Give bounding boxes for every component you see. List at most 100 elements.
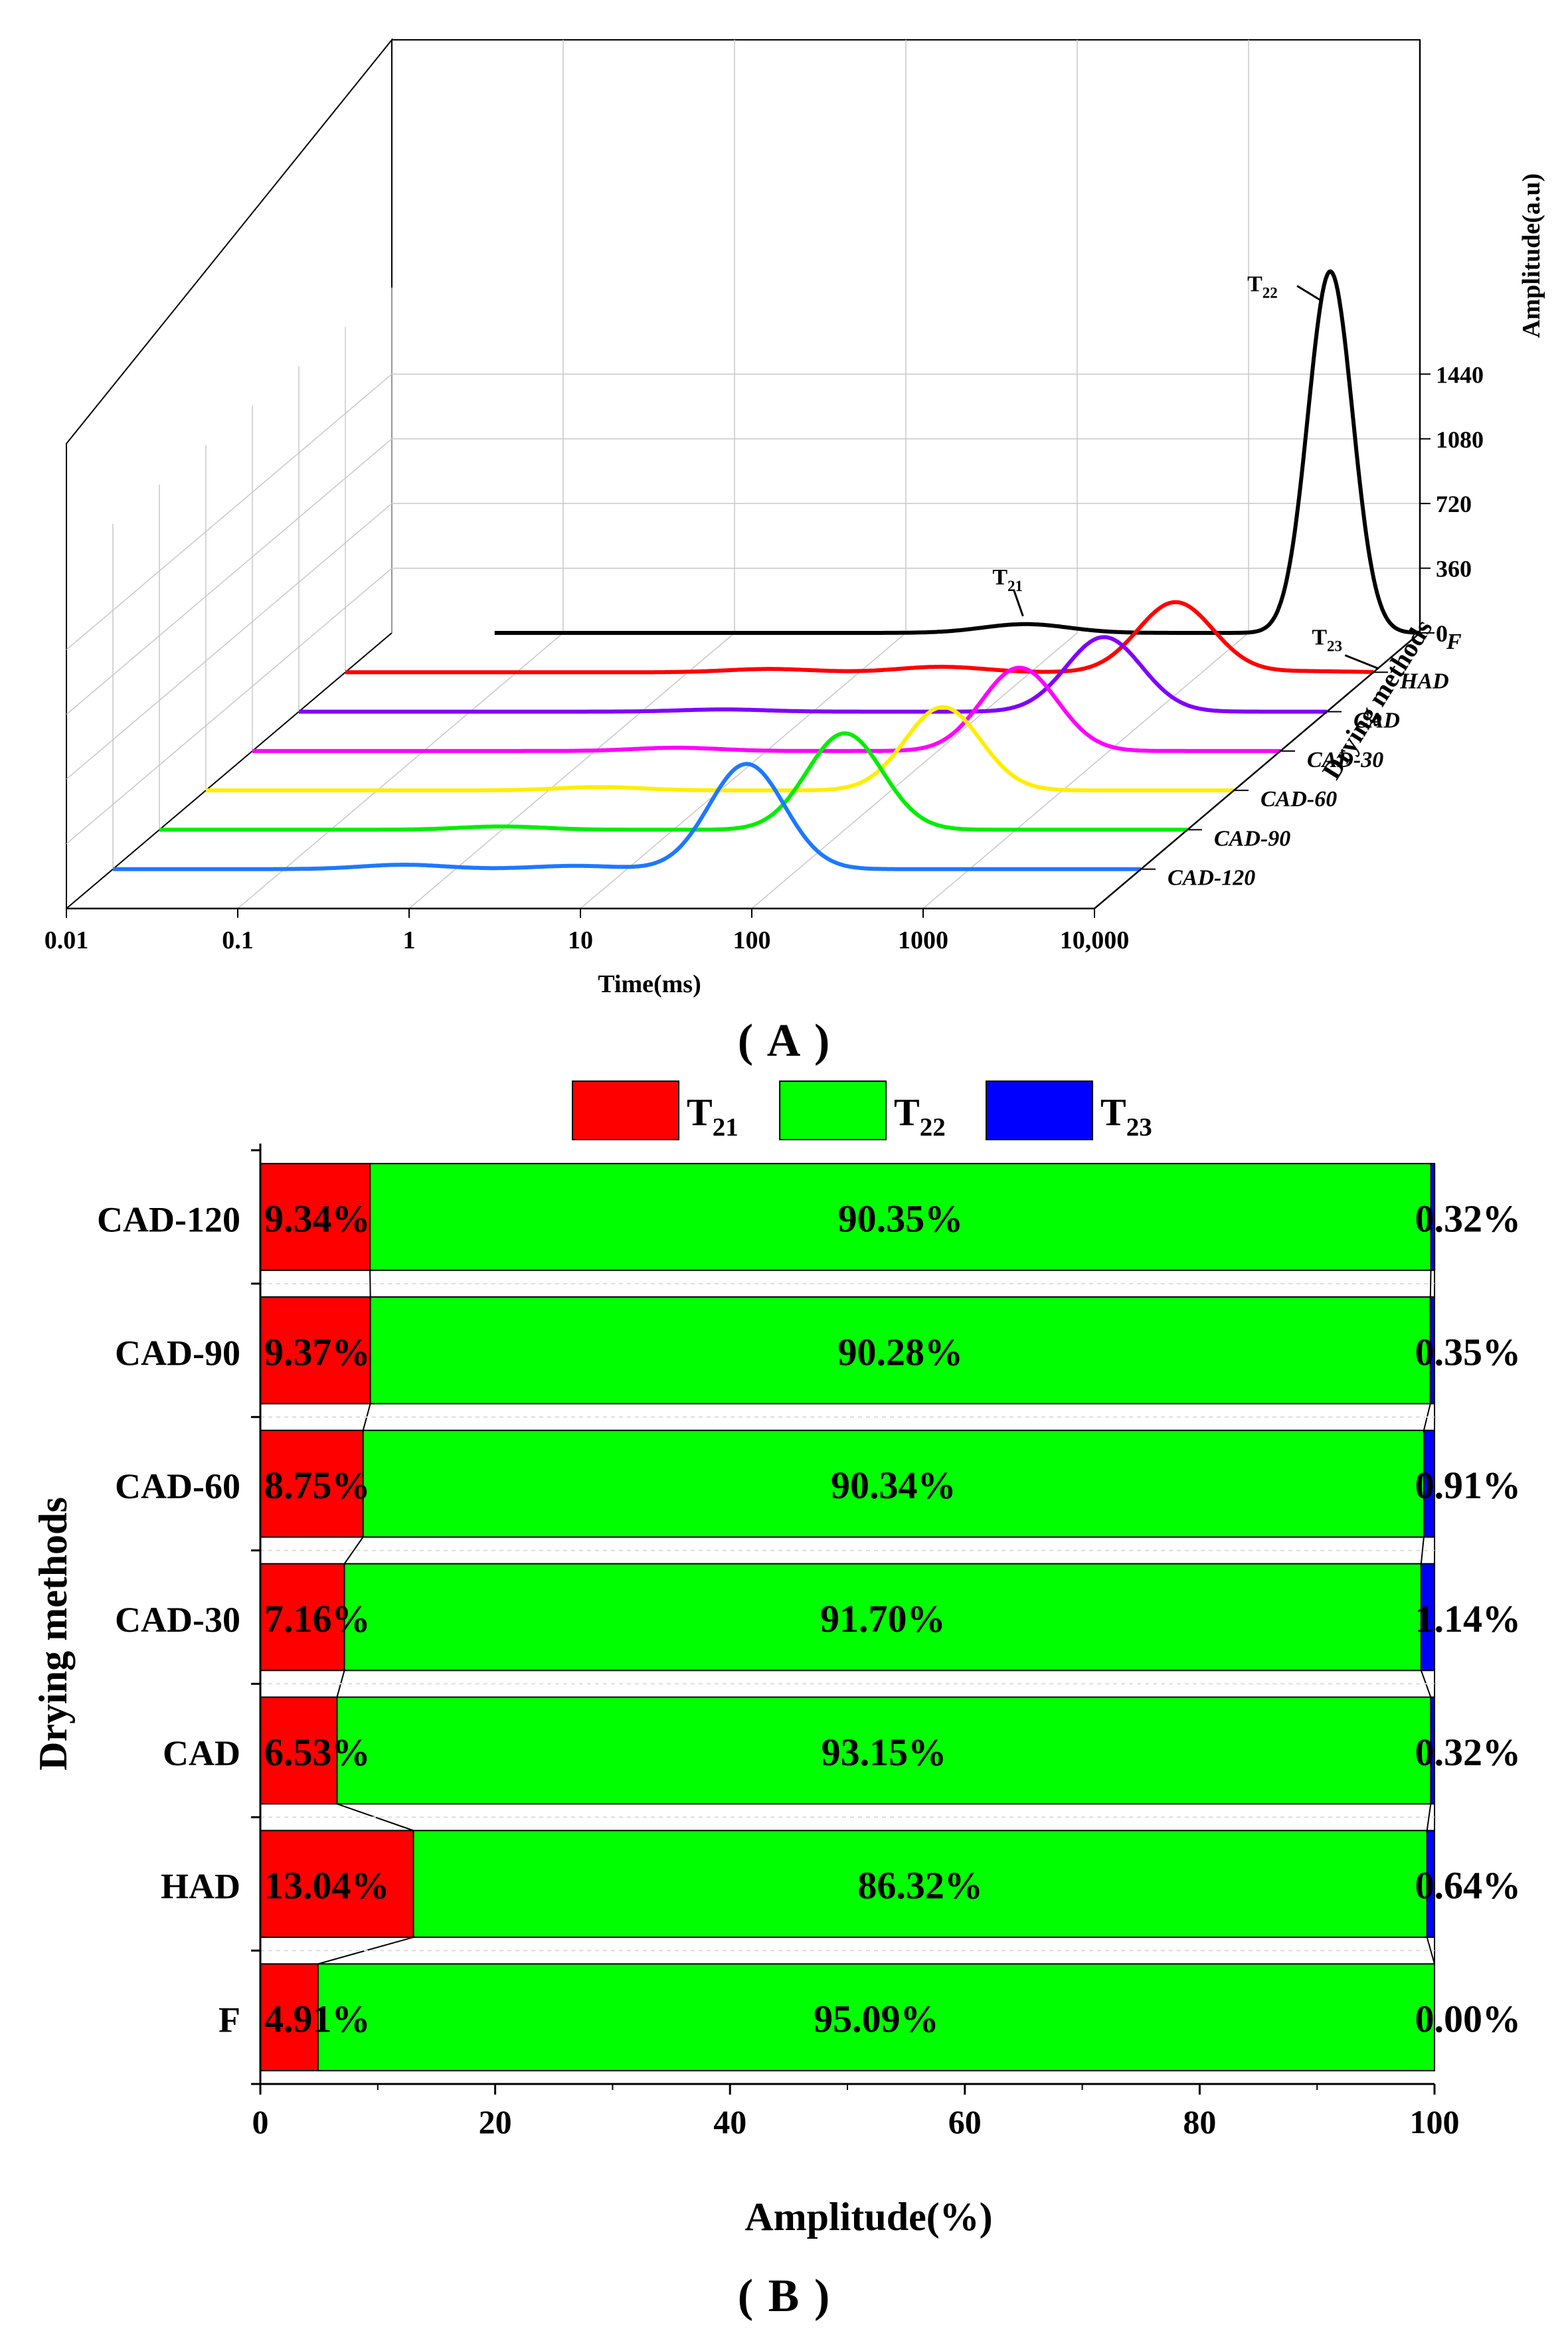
legend-swatch-t22 — [779, 1081, 887, 1140]
bar-connector — [1426, 1937, 1435, 1964]
data-label-t21: 9.37% — [264, 1330, 371, 1373]
bar-t22-had — [412, 1830, 1428, 1939]
x-tick-label: 0.1 — [222, 926, 254, 954]
floor-left-edge — [66, 632, 392, 909]
annotation-t23-arrow — [1344, 654, 1379, 670]
bar-t21-cad-60 — [260, 1429, 364, 1538]
legend-label-t23-base: T — [1100, 1090, 1126, 1134]
row-label-cad-120: CAD-120 — [1168, 866, 1255, 891]
bar-t22-cad — [336, 1696, 1432, 1805]
data-label-t22: 90.34% — [831, 1464, 956, 1507]
legend-label-t22: T22 — [894, 1090, 946, 1142]
panel-a-x-axis-label: Time(ms) — [598, 970, 701, 998]
data-label-t22: 90.28% — [837, 1330, 963, 1373]
annotation-t22-arrow — [1296, 285, 1322, 302]
annotation-t21-base: T — [992, 565, 1007, 590]
data-label-t23: 0.00% — [1415, 1998, 1522, 2041]
annotation-t23: T23 — [1312, 626, 1342, 655]
y-category-label: CAD-120 — [97, 1199, 240, 1239]
z-tick-label: 1440 — [1436, 361, 1484, 388]
series-line-cad-90 — [159, 731, 1188, 832]
data-label-t21: 7.16% — [264, 1597, 371, 1640]
data-label-t21: 6.53% — [264, 1731, 371, 1774]
data-label-t23: 1.14% — [1415, 1597, 1522, 1640]
panel-a-grid — [66, 38, 1421, 909]
bar-t21-had — [260, 1830, 414, 1939]
x-tick-label: 10,000 — [1060, 926, 1130, 954]
panel-b-paren-close: ) — [814, 2271, 829, 2322]
depth-axis-line — [1094, 632, 1421, 909]
x-tick-label: 20 — [479, 2103, 512, 2140]
panel-b-paren-open: ( — [738, 2271, 753, 2322]
x-tick-label: 1 — [403, 926, 416, 954]
bar-t22-cad-30 — [343, 1563, 1422, 1672]
floor-depth-line — [751, 632, 1078, 909]
bar-t22-cad-60 — [362, 1429, 1425, 1538]
bar-t21-cad-120 — [260, 1163, 371, 1271]
panel-b-bars: 4.91% 95.09% 0.00% 13.04% 86.32% 0.64% 6.53% 93… — [260, 1163, 1522, 2071]
y-category-label: CAD-90 — [115, 1333, 240, 1373]
x-tick-label: 0.01 — [44, 926, 89, 954]
bar-t21-cad-30 — [260, 1563, 345, 1672]
floor-depth-line — [922, 632, 1249, 909]
legend-label-t21: T21 — [687, 1090, 739, 1142]
row-label-cad-30: CAD-30 — [1307, 748, 1383, 772]
data-label-t22: 90.35% — [838, 1197, 964, 1240]
data-label-t22: 95.09% — [814, 1998, 939, 2041]
series-line-cad-30 — [252, 665, 1281, 753]
panel-b-stacked-bar-chart: T21 T22 T23 4.91% 95.09% 0.00%13.04% 86.32% 0.… — [31, 1081, 1521, 2322]
bar-t23-had — [1426, 1830, 1436, 1939]
data-label-t21: 13.04% — [264, 1864, 390, 1907]
data-label-t23: 0.35% — [1415, 1330, 1522, 1373]
row-label-cad-60: CAD-60 — [1261, 787, 1337, 812]
annotation-t22-base: T — [1247, 272, 1263, 297]
side-wall-gridline — [66, 568, 392, 845]
annotation-t21-sub: 21 — [1007, 578, 1023, 594]
bar-connector — [1420, 1537, 1425, 1564]
bar-t21-cad — [260, 1696, 338, 1805]
bar-t21-cad-90 — [260, 1296, 371, 1405]
x-tick-label: 0 — [252, 2103, 269, 2140]
side-wall-outline — [66, 38, 392, 909]
annotation-t21: T21 — [992, 565, 1023, 594]
floor-depth-line — [580, 632, 907, 909]
x-tick-label: 100 — [1410, 2103, 1460, 2140]
x-tick-label: 40 — [713, 2103, 746, 2140]
panel-a-paren-open: ( — [738, 1015, 753, 1067]
series-line-had — [345, 600, 1374, 675]
bar-t21-f — [260, 1963, 319, 2071]
floor-depth-line — [237, 632, 564, 909]
side-wall-gridline — [66, 438, 392, 715]
y-category-label: CAD-30 — [115, 1600, 240, 1640]
x-tick-label: 60 — [948, 2103, 982, 2140]
legend-label-t23-sub: 23 — [1126, 1113, 1152, 1142]
row-label-cad-90: CAD-90 — [1214, 826, 1290, 851]
annotation-t22: T22 — [1247, 272, 1278, 302]
data-label-t23: 0.32% — [1415, 1197, 1522, 1240]
data-label-t21: 9.34% — [264, 1197, 371, 1240]
legend-swatch-t23 — [986, 1081, 1093, 1140]
panel-b-x-axis-label: Amplitude(%) — [744, 2195, 992, 2239]
legend-label-t21-base: T — [687, 1090, 713, 1134]
row-label-f: F — [1446, 630, 1462, 654]
panel-a-curves — [112, 269, 1421, 871]
bar-t23-cad-30 — [1420, 1563, 1435, 1672]
annotation-t23-sub: 23 — [1327, 638, 1342, 655]
data-label-t21: 4.91% — [264, 1998, 371, 2041]
panel-b-title: ( B ) — [738, 2271, 830, 2322]
data-label-t23: 0.91% — [1415, 1464, 1522, 1507]
z-tick-label: 1080 — [1436, 426, 1484, 453]
legend-label-t22-base: T — [894, 1090, 920, 1134]
panel-b-axes: F HAD CAD CAD-30 CAD-60 CAD-90 CAD-120 0 20 40 60 8… — [97, 1144, 1460, 2140]
z-tick-label: 720 — [1436, 491, 1472, 517]
panel-b-label: B — [768, 2271, 800, 2322]
data-label-t22: 91.70% — [820, 1597, 946, 1640]
legend-swatch-t21 — [572, 1081, 679, 1140]
y-category-label: CAD-60 — [115, 1466, 240, 1506]
panel-a-label: A — [767, 1015, 801, 1067]
y-category-label: HAD — [161, 1867, 240, 1907]
floor-depth-line — [408, 632, 735, 909]
x-tick-label: 1000 — [898, 926, 948, 954]
